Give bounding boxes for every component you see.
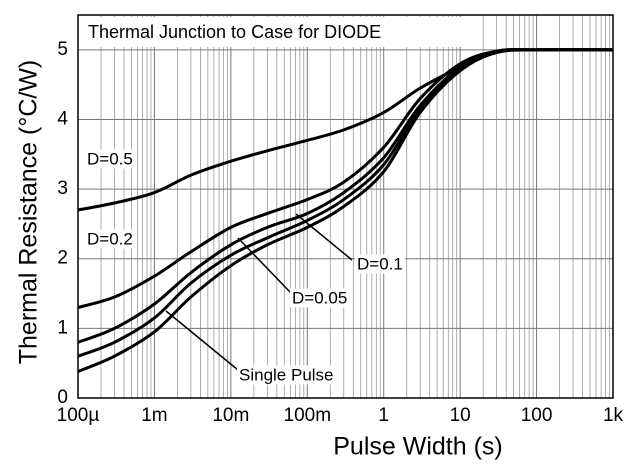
marks	[77, 48, 614, 373]
series-label: D=0.5	[87, 149, 133, 168]
label-bg	[85, 149, 135, 169]
x-tick-label: 100µ	[57, 405, 100, 426]
leader-line	[165, 310, 239, 371]
title-box	[80, 17, 478, 47]
y-tick-label: 5	[57, 39, 68, 60]
x-tick-label: 10m	[212, 405, 249, 426]
y-tick-label: 0	[57, 387, 68, 408]
x-tick-label: 100	[521, 405, 553, 426]
leader-line	[295, 213, 353, 261]
series-label: D=0.2	[87, 229, 133, 248]
x-tick-label: 1k	[603, 405, 624, 426]
curve	[77, 48, 614, 373]
x-tick-label: 1m	[141, 405, 167, 426]
label-bg	[355, 254, 405, 274]
y-axis-label: Thermal Resistance (°C/W)	[15, 60, 43, 365]
x-tick-label: 1	[378, 405, 389, 426]
y-tick-label: 1	[57, 317, 68, 338]
grid	[77, 14, 614, 399]
label-bg	[237, 365, 336, 385]
plot-frame	[77, 14, 614, 399]
x-tick-label: 100m	[284, 405, 332, 426]
series-label: Single Pulse	[239, 365, 334, 384]
y-tick-label: 2	[57, 248, 68, 269]
label-bg	[85, 229, 135, 249]
series-label: D=0.1	[357, 254, 403, 273]
y-tick-label: 4	[57, 108, 68, 129]
chart-title: Thermal Junction to Case for DIODE	[88, 22, 381, 42]
y-tick-label: 3	[57, 178, 68, 199]
x-tick-label: 10	[450, 405, 471, 426]
series-label: D=0.05	[292, 288, 347, 307]
leader-line	[237, 237, 291, 293]
label-bg	[290, 288, 350, 308]
x-axis-label: Pulse Width (s)	[333, 433, 502, 461]
